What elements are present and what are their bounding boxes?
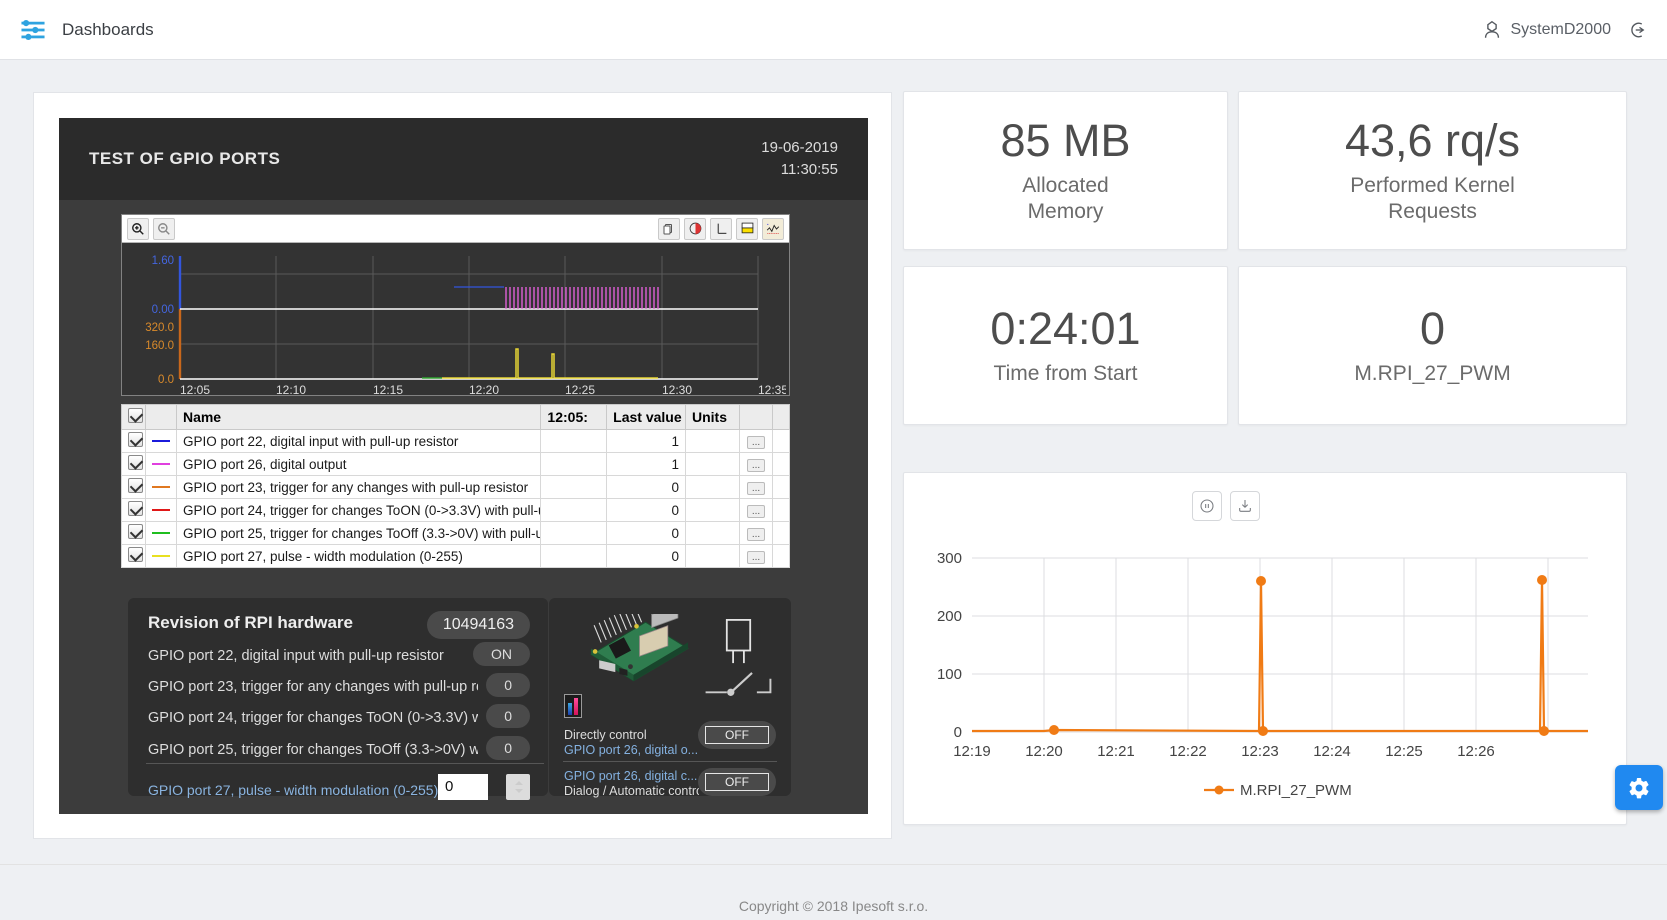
svg-text:12:35: 12:35 xyxy=(758,383,786,397)
svg-text:1.60: 1.60 xyxy=(152,255,174,267)
svg-text:200: 200 xyxy=(937,608,962,625)
svg-text:M.RPI_27_PWM: M.RPI_27_PWM xyxy=(1240,782,1352,799)
svg-text:12:20: 12:20 xyxy=(469,383,499,397)
svg-text:12:10: 12:10 xyxy=(276,383,306,397)
svg-text:300: 300 xyxy=(937,550,962,567)
svg-text:160.0: 160.0 xyxy=(145,340,174,352)
svg-text:12:05: 12:05 xyxy=(180,383,210,397)
svg-text:12:19: 12:19 xyxy=(953,743,991,760)
svg-text:12:20: 12:20 xyxy=(1025,743,1063,760)
svg-text:12:22: 12:22 xyxy=(1169,743,1207,760)
svg-text:12:23: 12:23 xyxy=(1241,743,1279,760)
svg-text:320.0: 320.0 xyxy=(145,322,174,334)
svg-text:12:15: 12:15 xyxy=(373,383,403,397)
svg-text:100: 100 xyxy=(937,666,962,683)
svg-text:12:24: 12:24 xyxy=(1313,743,1351,760)
svg-text:0.00: 0.00 xyxy=(152,304,174,316)
svg-text:12:26: 12:26 xyxy=(1457,743,1495,760)
svg-text:12:25: 12:25 xyxy=(565,383,595,397)
svg-text:12:30: 12:30 xyxy=(662,383,692,397)
svg-text:12:25: 12:25 xyxy=(1385,743,1423,760)
svg-text:0: 0 xyxy=(954,724,962,741)
svg-text:0.0: 0.0 xyxy=(158,374,174,386)
svg-text:12:21: 12:21 xyxy=(1097,743,1135,760)
